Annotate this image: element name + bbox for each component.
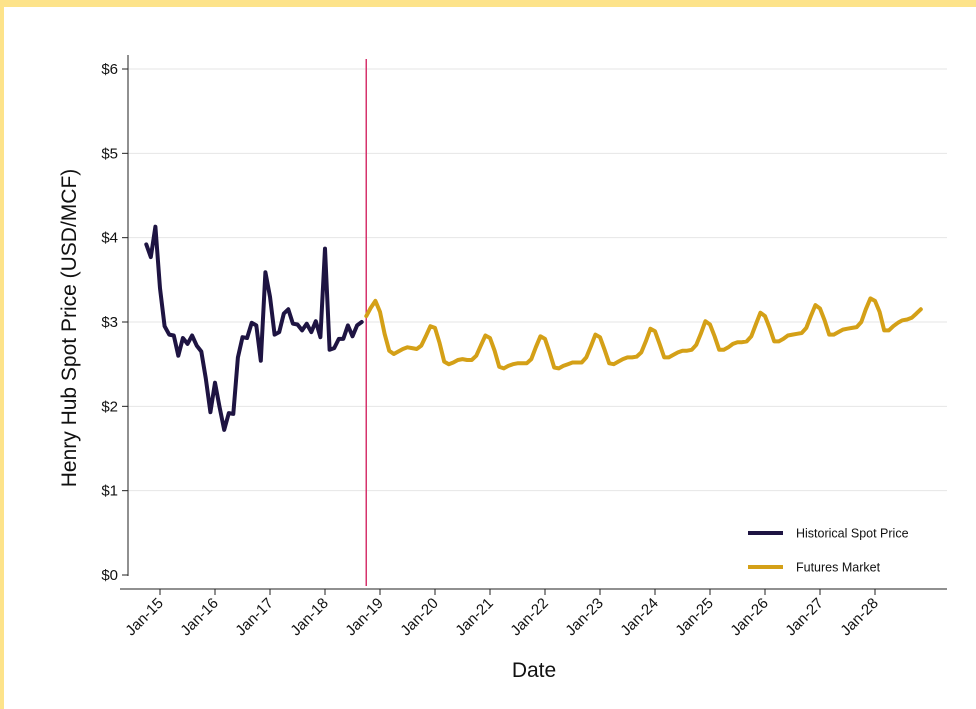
y-tick-label: $6	[101, 61, 118, 78]
y-tick-label: $1	[101, 483, 118, 500]
x-tick-label: Jan-19	[342, 595, 386, 639]
x-tick-label: Jan-20	[397, 595, 441, 639]
y-tick-label: $5	[101, 145, 118, 162]
x-tick-label: Jan-16	[177, 595, 221, 639]
y-tick-label: $3	[101, 314, 118, 331]
x-tick-label: Jan-26	[727, 595, 771, 639]
x-tick-label: Jan-15	[122, 595, 166, 639]
x-tick-label: Jan-28	[837, 595, 881, 639]
legend-label: Futures Market	[796, 561, 881, 575]
x-tick-label: Jan-27	[782, 595, 826, 639]
y-axis-title: Henry Hub Spot Price (USD/MCF)	[58, 169, 81, 488]
x-tick-label: Jan-18	[287, 595, 331, 639]
y-tick-label: $0	[101, 567, 118, 584]
x-tick-label: Jan-25	[672, 595, 716, 639]
historical-spot-price-line	[144, 224, 364, 432]
x-tick-label: Jan-23	[562, 595, 606, 639]
x-tick-label: Jan-17	[232, 595, 276, 639]
y-tick-label: $2	[101, 398, 118, 415]
futures-market-line	[364, 296, 923, 371]
x-tick-label: Jan-22	[507, 595, 551, 639]
legend-label: Historical Spot Price	[796, 527, 909, 541]
x-axis-title: Date	[512, 659, 556, 682]
x-tick-label: Jan-24	[617, 595, 661, 639]
x-tick-label: Jan-21	[452, 595, 496, 639]
y-tick-label: $4	[101, 230, 118, 247]
